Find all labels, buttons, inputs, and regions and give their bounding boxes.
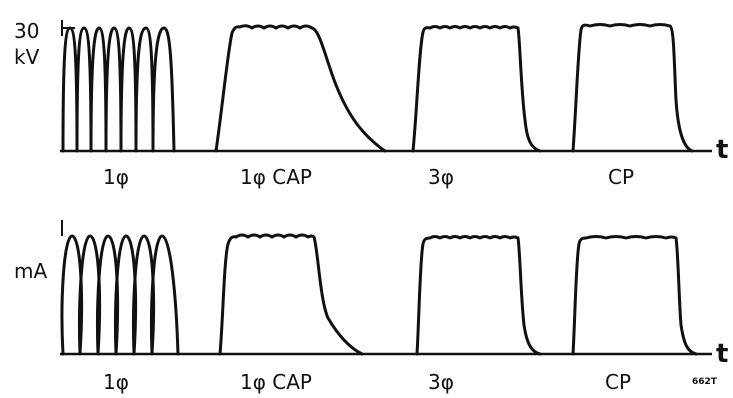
kv-label-cp: CP [608,165,634,189]
ma-label-cp: CP [605,370,631,394]
ma-panel: mA t 1φ 1φ CAP 3φ CP [14,220,728,394]
kv-3phase-waveform [411,25,542,153]
kv-label-1phase-cap: 1φ CAP [240,165,312,189]
kv-1phase-waveform [61,26,176,153]
kv-time-label: t [716,135,728,165]
ma-axis-unit: mA [14,259,47,283]
ma-1phase-waveform [60,234,180,356]
ma-time-label: t [716,339,728,369]
kv-1phase-cap-waveform [214,24,387,153]
kv-axis-unit: kV [14,45,40,69]
ma-label-1phase: 1φ [103,370,129,394]
ma-3phase-waveform [415,235,542,356]
figure-code: 662T [692,377,718,387]
ma-label-1phase-cap: 1φ CAP [240,370,312,394]
kv-panel: 30 kV t 1φ 1φ CAP 3φ CP [14,19,728,189]
kv-axis-value: 30 [14,19,39,43]
kv-label-3phase: 3φ [428,165,454,189]
ma-1phase-cap-waveform [218,233,364,356]
kv-label-1phase: 1φ [103,165,129,189]
ma-label-3phase: 3φ [428,370,454,394]
kv-cp-waveform [571,23,694,153]
ma-cp-waveform [571,235,698,356]
